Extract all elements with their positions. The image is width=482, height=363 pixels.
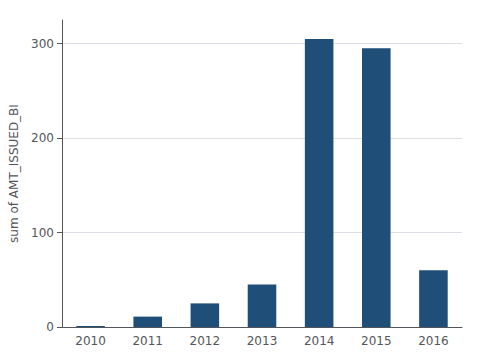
svg-text:2011: 2011 [132, 334, 163, 348]
svg-text:sum of AMT_ISSUED_BI: sum of AMT_ISSUED_BI [7, 104, 21, 243]
svg-text:2012: 2012 [190, 334, 221, 348]
svg-text:2013: 2013 [247, 334, 278, 348]
svg-text:2015: 2015 [361, 334, 392, 348]
svg-text:2010: 2010 [75, 334, 106, 348]
svg-text:2016: 2016 [418, 334, 449, 348]
svg-text:2014: 2014 [304, 334, 335, 348]
svg-text:100: 100 [31, 226, 54, 240]
svg-text:300: 300 [31, 37, 54, 51]
svg-text:200: 200 [31, 131, 54, 145]
svg-text:0: 0 [46, 320, 54, 334]
